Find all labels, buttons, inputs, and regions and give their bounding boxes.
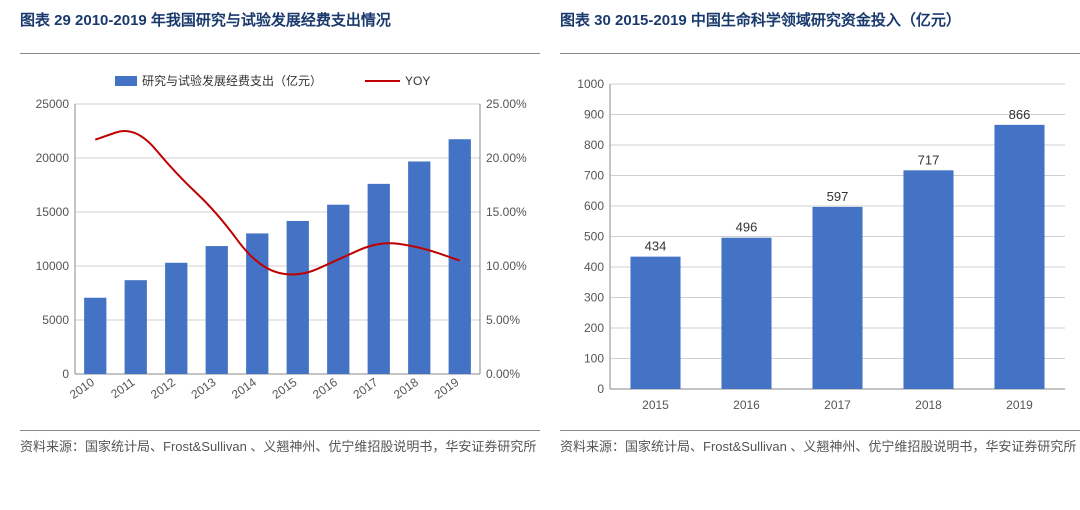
svg-text:20000: 20000 [36, 151, 70, 165]
svg-text:0.00%: 0.00% [486, 367, 520, 381]
svg-text:2018: 2018 [391, 375, 421, 402]
svg-text:500: 500 [584, 230, 604, 244]
svg-text:900: 900 [584, 108, 604, 122]
svg-text:200: 200 [584, 321, 604, 335]
svg-text:YOY: YOY [405, 74, 430, 88]
svg-text:2018: 2018 [915, 398, 942, 412]
svg-text:2014: 2014 [229, 375, 259, 402]
svg-text:0: 0 [62, 367, 69, 381]
charts-container: 图表 29 2010-2019 年我国研究与试验发展经费支出情况 研究与试验发展… [20, 10, 1060, 458]
svg-text:25000: 25000 [36, 97, 70, 111]
svg-text:496: 496 [736, 220, 758, 235]
svg-text:2015: 2015 [270, 375, 300, 402]
right-chart: 0 100 200 300 400 500 600 700 800 900 1000 434 2015 4… [560, 64, 1080, 424]
svg-text:400: 400 [584, 260, 604, 274]
svg-text:2012: 2012 [148, 375, 178, 402]
svg-text:15000: 15000 [36, 205, 70, 219]
svg-text:2019: 2019 [1006, 398, 1033, 412]
svg-text:2013: 2013 [189, 375, 219, 402]
svg-text:25.00%: 25.00% [486, 97, 527, 111]
left-title: 图表 29 2010-2019 年我国研究与试验发展经费支出情况 [20, 10, 540, 54]
svg-text:2016: 2016 [733, 398, 760, 412]
svg-text:2017: 2017 [351, 375, 381, 402]
right-panel: 图表 30 2015-2019 中国生命科学领域研究资金投入（亿元） 0 100 2… [560, 10, 1080, 458]
svg-text:300: 300 [584, 291, 604, 305]
svg-text:2010: 2010 [67, 375, 97, 402]
svg-text:5000: 5000 [42, 313, 69, 327]
svg-text:866: 866 [1009, 107, 1031, 122]
svg-text:2011: 2011 [108, 375, 137, 401]
svg-text:600: 600 [584, 199, 604, 213]
svg-text:717: 717 [918, 152, 940, 167]
svg-text:5.00%: 5.00% [486, 313, 520, 327]
left-source: 资料来源：国家统计局、Frost&Sullivan 、义翘神州、优宁维招股说明书… [20, 430, 540, 458]
svg-text:15.00%: 15.00% [486, 205, 527, 219]
svg-text:20.00%: 20.00% [486, 151, 527, 165]
svg-text:2015: 2015 [642, 398, 669, 412]
svg-text:100: 100 [584, 352, 604, 366]
svg-text:0: 0 [597, 382, 604, 396]
svg-text:434: 434 [645, 239, 667, 254]
left-chart: 研究与试验发展经费支出（亿元） YOY 0 5000 10000 15000 20000 25… [20, 64, 540, 424]
svg-text:10.00%: 10.00% [486, 259, 527, 273]
right-title: 图表 30 2015-2019 中国生命科学领域研究资金投入（亿元） [560, 10, 1080, 54]
svg-text:2016: 2016 [310, 375, 340, 402]
svg-text:800: 800 [584, 138, 604, 152]
svg-text:597: 597 [827, 189, 849, 204]
svg-text:2019: 2019 [432, 375, 462, 402]
svg-text:700: 700 [584, 169, 604, 183]
svg-text:1000: 1000 [577, 77, 604, 91]
svg-text:10000: 10000 [36, 259, 70, 273]
right-source: 资料来源：国家统计局、Frost&Sullivan 、义翘神州、优宁维招股说明书… [560, 430, 1080, 458]
svg-text:研究与试验发展经费支出（亿元）: 研究与试验发展经费支出（亿元） [142, 73, 322, 88]
left-panel: 图表 29 2010-2019 年我国研究与试验发展经费支出情况 研究与试验发展… [20, 10, 540, 458]
svg-text:2017: 2017 [824, 398, 851, 412]
